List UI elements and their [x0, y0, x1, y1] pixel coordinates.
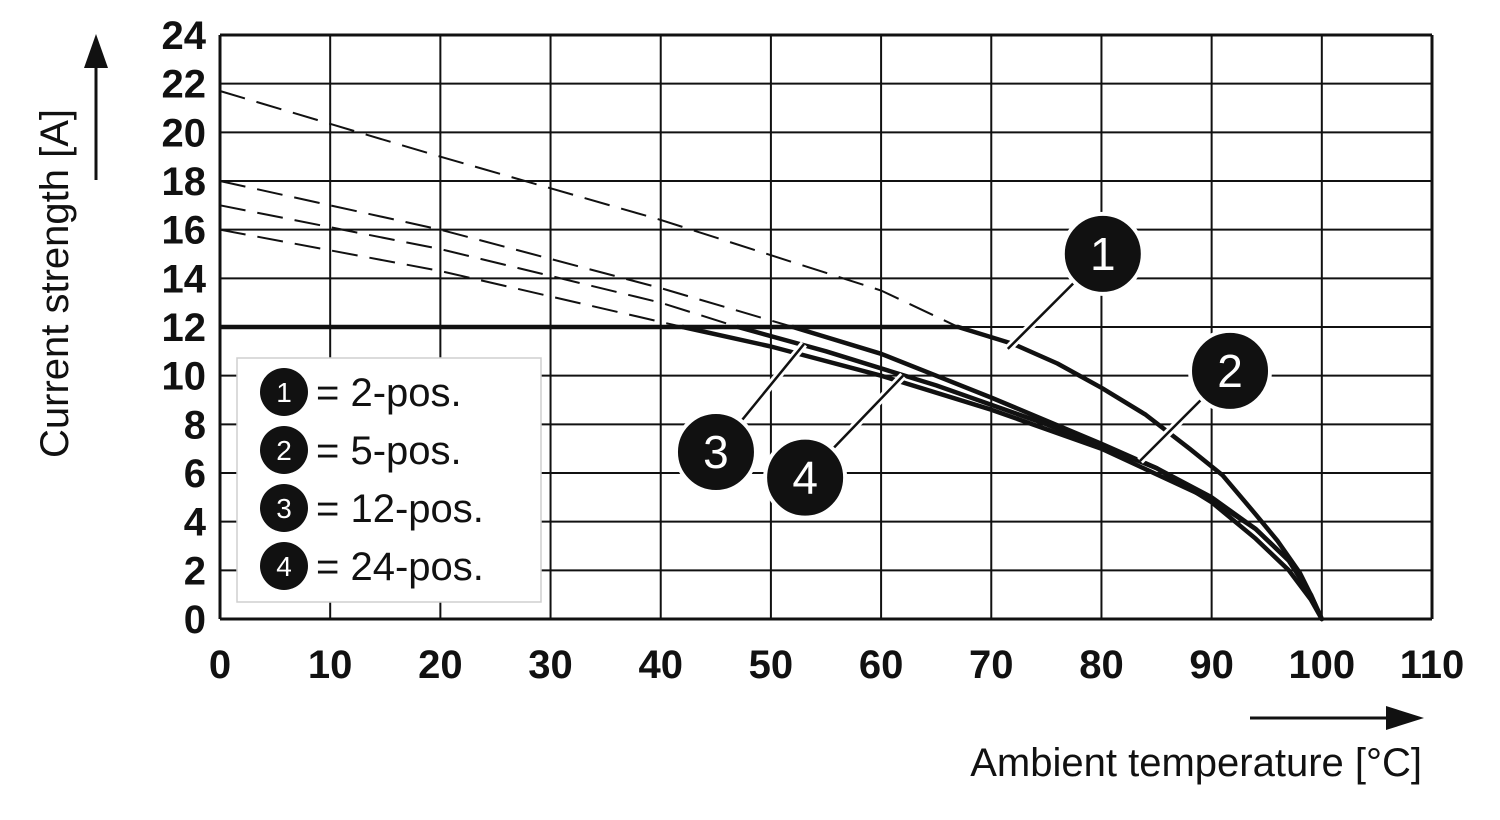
- y-tick-label: 8: [184, 403, 206, 447]
- y-tick-label: 6: [184, 452, 206, 496]
- x-tick-labels: 0 10 20 30 40 50 60 70 80 90 100 110: [209, 643, 1464, 687]
- callout-badge-2: [1188, 328, 1273, 413]
- legend-label: = 5-pos.: [316, 429, 462, 473]
- y-tick-label: 16: [162, 209, 207, 253]
- series-line-4: [680, 324, 1325, 622]
- y-axis-arrow-head: [84, 34, 108, 68]
- callout-badge-3: [673, 410, 758, 495]
- y-tick-label: 22: [162, 63, 207, 107]
- y-tick-label: 18: [162, 160, 207, 204]
- callout-badge-4: [763, 435, 848, 520]
- y-tick-label: 20: [162, 111, 207, 155]
- legend-marker-number: 2: [276, 435, 292, 466]
- series-lines: [220, 324, 1325, 622]
- y-tick-label: 0: [184, 598, 206, 642]
- x-tick-label: 0: [209, 643, 231, 687]
- legend-marker-3: [260, 484, 308, 532]
- dashed-line-4: [219, 228, 684, 328]
- x-tick-label: 50: [749, 643, 794, 687]
- x-tick-label: 110: [1400, 643, 1465, 687]
- legend-label: = 24-pos.: [316, 545, 484, 589]
- y-tick-label: 12: [162, 306, 207, 350]
- legend: 1 = 2-pos. 2 = 5-pos. 3 = 12-pos. 4 = 24-pos.: [236, 357, 542, 603]
- x-tick-label: 100: [1288, 643, 1355, 687]
- y-tick-label: 24: [162, 14, 207, 58]
- legend-marker-1: [260, 368, 308, 416]
- x-tick-label: 40: [638, 643, 683, 687]
- x-tick-label: 20: [418, 643, 463, 687]
- grid: [218, 33, 1434, 621]
- y-axis-title: Current strength [A]: [33, 109, 77, 458]
- legend-marker-number: 4: [276, 551, 292, 582]
- x-axis-arrow-head: [1386, 706, 1424, 730]
- extrapolated-lines: [219, 90, 959, 328]
- y-tick-label: 4: [184, 501, 207, 545]
- callout-number-4: 4: [792, 452, 818, 504]
- legend-marker-4: [260, 542, 308, 590]
- callout-badge-1: [1060, 211, 1145, 296]
- x-axis-title: Ambient temperature [°C]: [970, 741, 1422, 785]
- dashed-line-1: [219, 90, 959, 328]
- series-callouts: 1 2 3 4: [673, 211, 1273, 520]
- y-axis-title-group: Current strength [A]: [33, 34, 108, 458]
- y-tick-label: 10: [162, 355, 207, 399]
- y-tick-label: 14: [162, 257, 207, 301]
- callout-number-1: 1: [1090, 228, 1116, 280]
- y-tick-label: 2: [184, 549, 206, 593]
- x-tick-label: 80: [1079, 643, 1124, 687]
- x-tick-label: 30: [528, 643, 573, 687]
- legend-label: = 12-pos.: [316, 487, 484, 531]
- x-tick-label: 10: [308, 643, 353, 687]
- x-axis-title-group: Ambient temperature [°C]: [970, 706, 1424, 785]
- legend-marker-2: [260, 426, 308, 474]
- x-tick-label: 90: [1189, 643, 1234, 687]
- legend-marker-number: 1: [276, 377, 292, 408]
- callout-number-2: 2: [1217, 345, 1243, 397]
- legend-label: = 2-pos.: [316, 371, 462, 415]
- dashed-line-2: [219, 180, 794, 328]
- x-tick-label: 70: [969, 643, 1014, 687]
- callout-number-3: 3: [703, 426, 729, 478]
- x-tick-label: 60: [859, 643, 904, 687]
- legend-marker-number: 3: [276, 493, 292, 524]
